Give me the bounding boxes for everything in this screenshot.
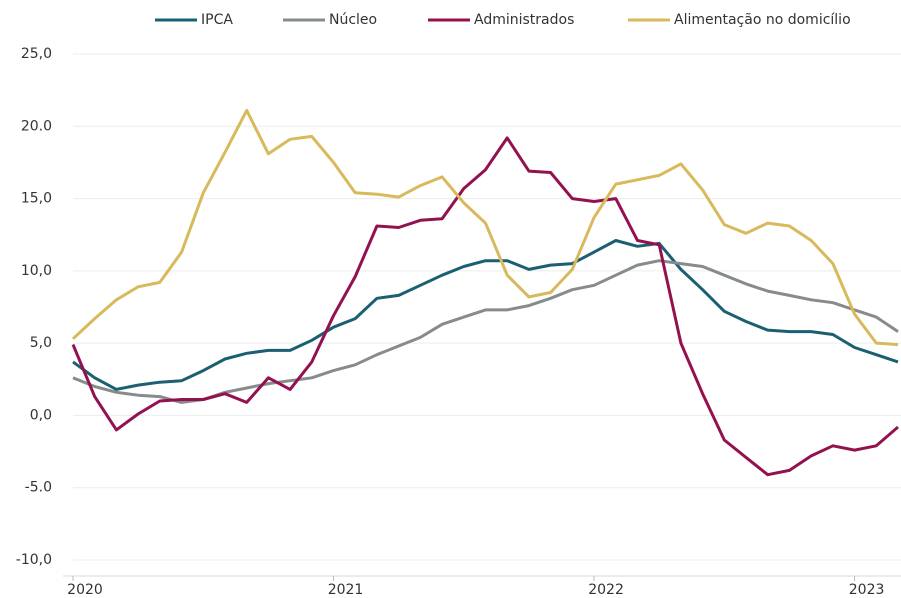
- legend-label: Alimentação no domicílio: [674, 12, 851, 28]
- series-line: [71, 108, 899, 347]
- legend-label: Núcleo: [329, 12, 377, 28]
- legend-label: Administrados: [474, 12, 574, 28]
- y-tick-label: 25,0: [21, 46, 52, 62]
- y-tick-label: 0,0: [30, 407, 52, 423]
- y-tick-label: 15,0: [21, 191, 52, 207]
- x-tick-label: 2023: [849, 582, 885, 598]
- x-tick-label: 2020: [67, 582, 103, 598]
- y-tick-label: 5,0: [30, 335, 52, 351]
- series-line: [71, 136, 899, 477]
- y-tick-label: 10,0: [21, 263, 52, 279]
- x-tick-label: 2022: [588, 582, 624, 598]
- x-tick-label: 2021: [328, 582, 364, 598]
- y-tick-label: -5.0: [25, 480, 52, 496]
- series-line: [72, 239, 899, 391]
- y-tick-label: -10,0: [16, 552, 52, 568]
- y-tick-label: 20.0: [21, 118, 52, 134]
- legend-label: IPCA: [201, 12, 233, 28]
